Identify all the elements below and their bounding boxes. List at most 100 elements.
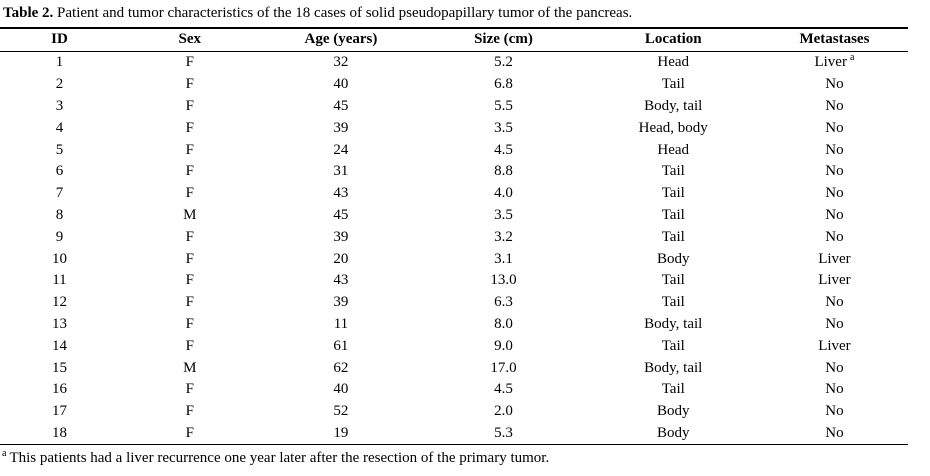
table-row: 4 F 39 3.5 Head, body No bbox=[0, 117, 908, 139]
table-row: 3 F 45 5.5 Body, tail No bbox=[0, 96, 908, 118]
cell-id: 14 bbox=[51, 337, 67, 354]
cell-location: Tail bbox=[661, 381, 685, 398]
cell-size: 2.0 bbox=[494, 403, 513, 420]
table-caption-label: Table 2. bbox=[3, 5, 54, 21]
table-footnote: a This patients had a liver recurrence on… bbox=[0, 445, 930, 468]
cell-location: Body bbox=[656, 250, 690, 267]
cell-sex: F bbox=[185, 272, 194, 289]
cell-size: 5.3 bbox=[494, 424, 513, 441]
cell-location: Tail bbox=[661, 228, 685, 245]
cell-sex: F bbox=[185, 337, 194, 354]
table-caption: Table 2. Patient and tumor characteristi… bbox=[0, 0, 930, 23]
cell-age: 62 bbox=[333, 359, 349, 376]
table-row: 2 F 40 6.8 Tail No bbox=[0, 74, 908, 96]
cell-age: 20 bbox=[333, 250, 349, 267]
cell-sex: F bbox=[185, 294, 194, 311]
cell-location: Body bbox=[656, 424, 690, 441]
table-row: 15 M 62 17.0 Body, tail No bbox=[0, 357, 908, 379]
footnote-reference: a bbox=[849, 52, 855, 64]
cell-metastases: No bbox=[825, 76, 844, 93]
cell-id: 15 bbox=[51, 359, 67, 376]
cell-size: 3.5 bbox=[494, 119, 513, 136]
table-row: 5 F 24 4.5 Head No bbox=[0, 139, 908, 161]
patient-characteristics-table: ID Sex Age (years) Size (cm) Location Me… bbox=[0, 27, 908, 446]
cell-age: 39 bbox=[333, 228, 349, 245]
cell-size: 3.1 bbox=[494, 250, 513, 267]
cell-sex: F bbox=[185, 163, 194, 180]
cell-id: 17 bbox=[51, 403, 67, 420]
cell-sex: F bbox=[185, 97, 194, 114]
table-row: 1 F 32 5.2 Head Liver a bbox=[0, 52, 908, 74]
cell-age: 39 bbox=[333, 294, 349, 311]
cell-location: Tail bbox=[661, 206, 685, 223]
cell-sex: F bbox=[185, 250, 194, 267]
cell-metastases: No bbox=[825, 185, 844, 202]
cell-location: Tail bbox=[661, 76, 685, 93]
column-header-metastases: Metastases bbox=[760, 28, 908, 52]
cell-location: Tail bbox=[661, 163, 685, 180]
cell-sex: M bbox=[183, 359, 197, 376]
cell-size: 8.0 bbox=[494, 315, 513, 332]
cell-location: Tail bbox=[661, 185, 685, 202]
table-row: 14 F 61 9.0 Tail Liver bbox=[0, 335, 908, 357]
column-header-size: Size (cm) bbox=[421, 28, 586, 52]
cell-size: 5.5 bbox=[494, 97, 513, 114]
cell-id: 18 bbox=[51, 424, 67, 441]
cell-age: 43 bbox=[333, 272, 349, 289]
cell-location: Tail bbox=[661, 337, 685, 354]
cell-age: 39 bbox=[333, 119, 349, 136]
cell-metastases: No bbox=[825, 206, 844, 223]
cell-location: Body bbox=[656, 403, 690, 420]
cell-id: 16 bbox=[51, 381, 67, 398]
cell-sex: F bbox=[185, 381, 194, 398]
table-header-row: ID Sex Age (years) Size (cm) Location Me… bbox=[0, 28, 908, 52]
cell-location: Tail bbox=[661, 272, 685, 289]
table-row: 9 F 39 3.2 Tail No bbox=[0, 226, 908, 248]
cell-sex: M bbox=[183, 206, 197, 223]
cell-age: 11 bbox=[333, 315, 349, 332]
cell-age: 45 bbox=[333, 206, 349, 223]
cell-metastases: Liver a bbox=[814, 52, 855, 71]
cell-sex: F bbox=[185, 141, 194, 158]
table-row: 8 M 45 3.5 Tail No bbox=[0, 205, 908, 227]
cell-age: 52 bbox=[333, 403, 349, 420]
cell-age: 24 bbox=[333, 141, 349, 158]
cell-size: 5.2 bbox=[494, 54, 513, 71]
column-header-age: Age (years) bbox=[260, 28, 422, 52]
table-body: 1 F 32 5.2 Head Liver a 2 F 40 6.8 Tail No 3 F 45 5.5 Bod… bbox=[0, 52, 908, 445]
table-row: 12 F 39 6.3 Tail No bbox=[0, 292, 908, 314]
cell-id: 6 bbox=[55, 163, 64, 180]
cell-size: 3.5 bbox=[494, 206, 513, 223]
cell-metastases: No bbox=[825, 163, 844, 180]
cell-sex: F bbox=[185, 424, 194, 441]
cell-age: 19 bbox=[333, 424, 349, 441]
cell-sex: F bbox=[185, 76, 194, 93]
cell-metastases: No bbox=[825, 315, 844, 332]
cell-location: Tail bbox=[661, 294, 685, 311]
cell-id: 5 bbox=[55, 141, 64, 158]
cell-size: 4.5 bbox=[494, 381, 513, 398]
cell-metastases: No bbox=[825, 141, 844, 158]
table-row: 10 F 20 3.1 Body Liver bbox=[0, 248, 908, 270]
cell-location: Body, tail bbox=[644, 315, 703, 332]
table-row: 17 F 52 2.0 Body No bbox=[0, 401, 908, 423]
column-header-sex: Sex bbox=[118, 28, 261, 52]
footnote-marker: a bbox=[2, 448, 7, 460]
cell-id: 13 bbox=[51, 315, 67, 332]
cell-size: 3.2 bbox=[494, 228, 513, 245]
cell-sex: F bbox=[185, 119, 194, 136]
table-row: 6 F 31 8.8 Tail No bbox=[0, 161, 908, 183]
cell-metastases: No bbox=[825, 119, 844, 136]
cell-metastases: Liver bbox=[818, 337, 851, 354]
cell-id: 4 bbox=[55, 119, 64, 136]
cell-location: Body, tail bbox=[644, 97, 703, 114]
cell-metastases: No bbox=[825, 424, 844, 441]
table-row: 11 F 43 13.0 Tail Liver bbox=[0, 270, 908, 292]
cell-id: 10 bbox=[51, 250, 67, 267]
cell-metastases: Liver bbox=[818, 250, 851, 267]
cell-id: 7 bbox=[55, 185, 64, 202]
cell-id: 8 bbox=[55, 206, 64, 223]
cell-size: 6.3 bbox=[494, 294, 513, 311]
cell-metastases: Liver bbox=[818, 272, 851, 289]
